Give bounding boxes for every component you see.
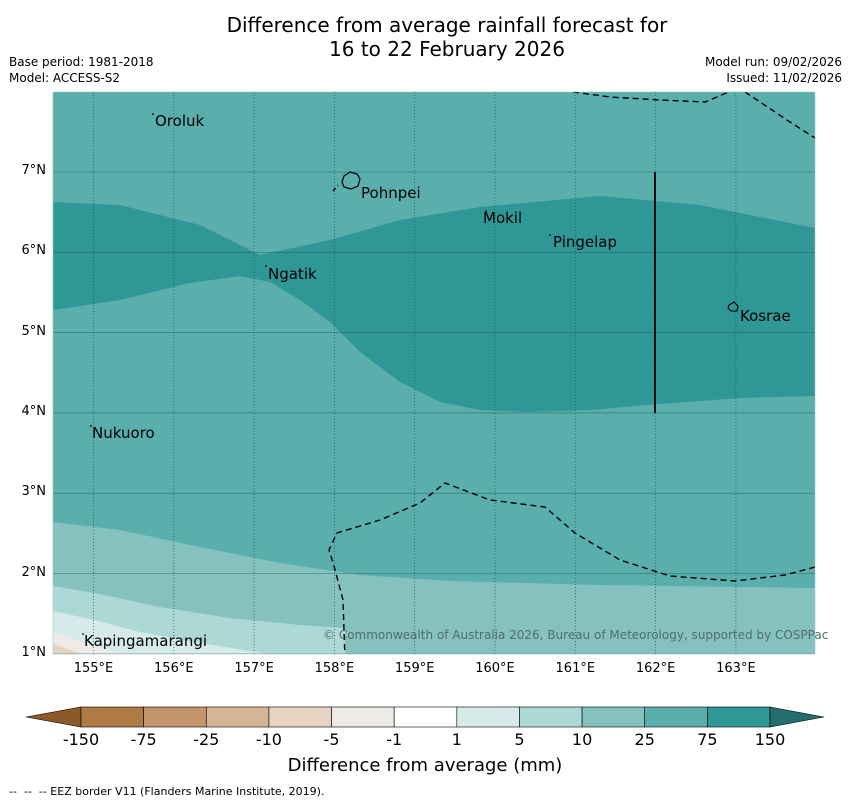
colorbar-swatch xyxy=(205,706,270,728)
colorbar-extend-high xyxy=(769,706,825,728)
colorbar-extend-low xyxy=(25,706,82,728)
colorbar-swatch xyxy=(80,706,144,728)
latitude-tick-label: 1°N xyxy=(21,644,47,660)
map-frame xyxy=(52,91,816,655)
latitude-tick-label: 6°N xyxy=(21,243,47,259)
pingelap-marker xyxy=(549,234,551,236)
colorbar-tick-label: 5 xyxy=(514,730,525,749)
colorbar-swatch xyxy=(707,706,771,728)
nukuoro-marker xyxy=(90,425,92,427)
eez-border-pohnpei xyxy=(332,184,339,192)
place-label-pingelap: Pingelap xyxy=(553,233,618,251)
longitude-tick-label: 162°E xyxy=(635,661,676,676)
longitude-tick-label: 155°E xyxy=(73,661,114,676)
colorbar-tick-label: 75 xyxy=(697,730,718,749)
colorbar-swatch xyxy=(268,706,332,728)
eez-border-south xyxy=(328,482,815,654)
place-label-kapingamarangi: Kapingamarangi xyxy=(84,632,208,650)
band-minus5-minus1 xyxy=(53,644,82,654)
colorbar-swatch xyxy=(393,706,458,728)
colorbar-tick-label: -5 xyxy=(323,730,340,749)
colorbar-swatch xyxy=(581,706,646,728)
colorbar-tick-label: -25 xyxy=(193,730,220,749)
longitude-tick-label: 159°E xyxy=(394,661,435,676)
oroluk-marker xyxy=(152,113,154,115)
longitude-tick-label: 157°E xyxy=(234,661,274,676)
copyright-notice: © Commonwealth of Australia 2026, Bureau… xyxy=(323,628,829,642)
colorbar-tick-label: 25 xyxy=(634,730,655,749)
colorbar-swatch xyxy=(331,706,395,728)
colorbar-tick-label: -150 xyxy=(62,730,100,749)
band-1-5 xyxy=(53,611,270,654)
kapingamarangi-marker xyxy=(82,633,84,635)
latitude-tick-label: 2°N xyxy=(21,564,47,580)
latitude-tick-label: 5°N xyxy=(21,323,47,339)
colorbar-swatch xyxy=(456,706,520,728)
colorbar-tick-label: -75 xyxy=(130,730,157,749)
colorbar-axis-label: Difference from average (mm) xyxy=(287,755,563,776)
colorbar-swatch xyxy=(143,706,207,728)
latitude-tick-label: 4°N xyxy=(21,403,47,419)
place-label-nukuoro: Nukuoro xyxy=(92,424,155,442)
model-run-label: Model run: 09/02/2026 xyxy=(704,55,842,69)
place-label-mokil: Mokil xyxy=(483,209,523,227)
ngatik-marker xyxy=(265,265,267,267)
colorbar-swatch xyxy=(519,706,583,728)
longitude-tick-label: 160°E xyxy=(475,661,515,676)
colorbar-tick-label: -10 xyxy=(255,730,282,749)
place-label-kosrae: Kosrae xyxy=(740,307,791,325)
map-title-line2: 16 to 22 February 2026 xyxy=(329,37,565,61)
eez-border-north xyxy=(572,92,815,139)
longitude-tick-label: 156°E xyxy=(154,661,194,676)
place-label-pohnpei: Pohnpei xyxy=(361,184,421,202)
colorbar-tick-label: 10 xyxy=(571,730,593,749)
colorbar-tick-label: 1 xyxy=(451,730,462,749)
model-label: Model: ACCESS-S2 xyxy=(9,71,121,85)
colorbar-tick-label: -1 xyxy=(386,730,403,749)
longitude-tick-label: 163°E xyxy=(716,661,756,676)
longitude-tick-label: 161°E xyxy=(555,661,596,676)
place-label-oroluk: Oroluk xyxy=(155,112,205,130)
mokil-marker xyxy=(485,210,487,212)
kosrae-island-outline xyxy=(727,301,739,312)
pohnpei-island-outline xyxy=(341,171,361,190)
rainfall-map xyxy=(52,91,816,655)
colorbar-swatch xyxy=(644,706,708,728)
place-label-ngatik: Ngatik xyxy=(268,265,317,283)
band-neutral xyxy=(53,632,120,654)
latitude-tick-label: 3°N xyxy=(21,484,47,500)
longitude-tick-label: 158°E xyxy=(314,661,355,676)
base-period-label: Base period: 1981-2018 xyxy=(9,55,154,69)
map-title-line1: Difference from average rainfall forecas… xyxy=(226,13,668,37)
eez-legend-note: -- -- -- EEZ border V11 (Flanders Marine… xyxy=(9,785,325,798)
colorbar-tick-label: 150 xyxy=(754,730,786,749)
band-75-150 xyxy=(53,196,815,412)
issued-label: Issued: 11/02/2026 xyxy=(726,71,842,85)
latitude-tick-label: 7°N xyxy=(21,163,47,178)
